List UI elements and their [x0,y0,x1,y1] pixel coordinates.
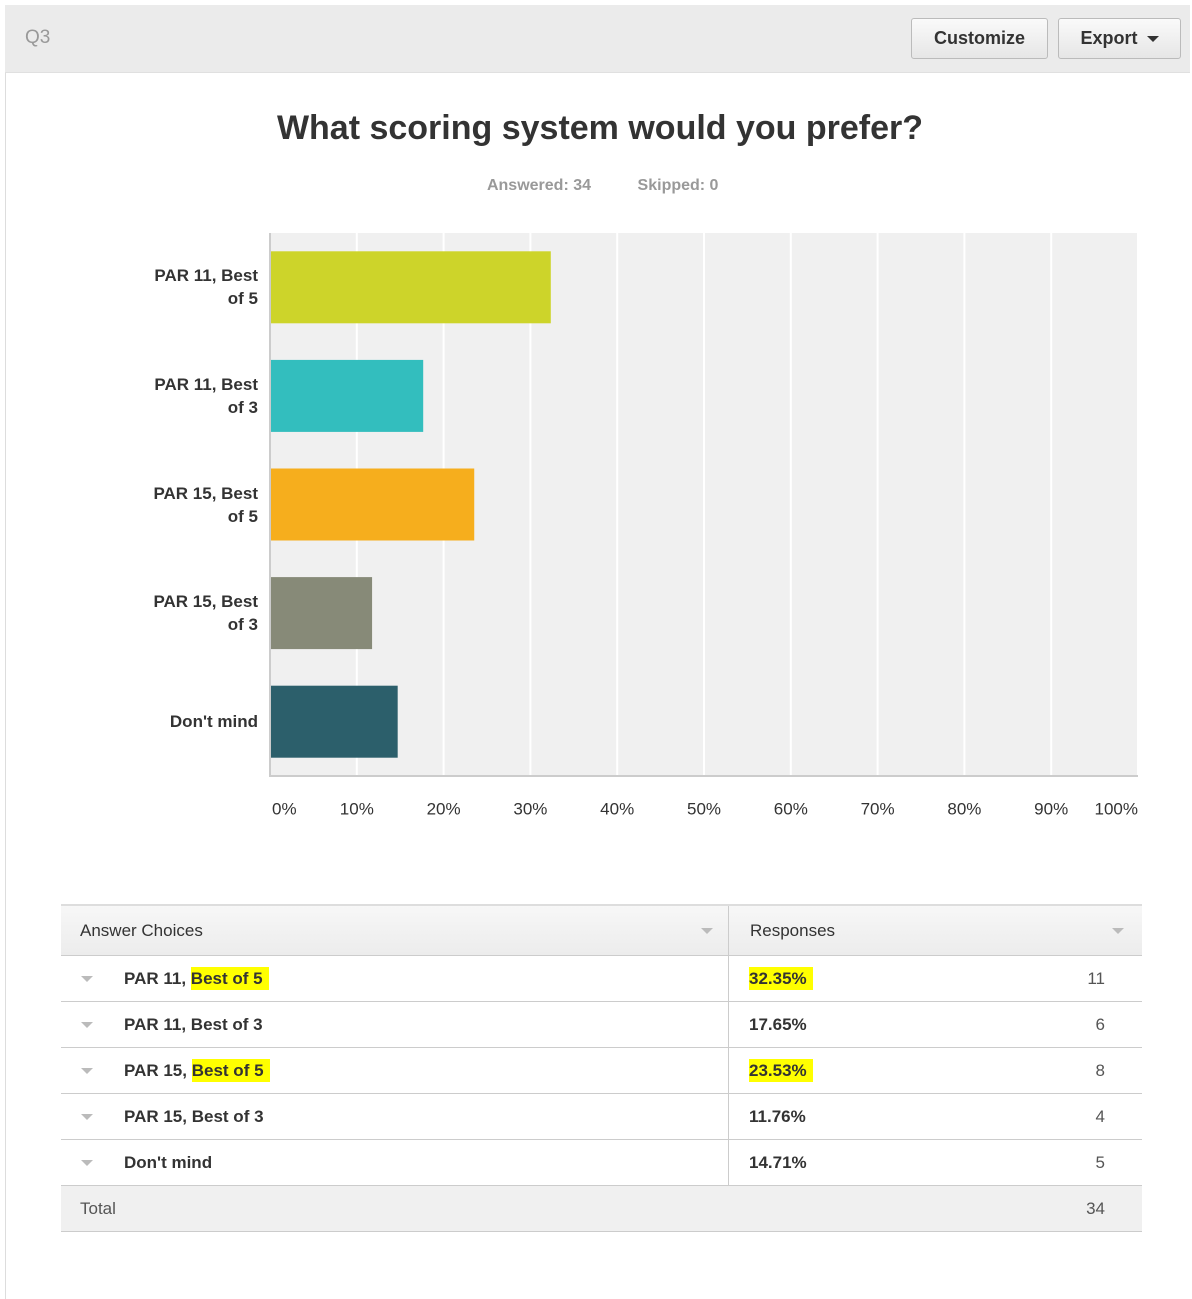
category-label: Don't mind [169,712,258,732]
response-count: 5 [1095,1153,1105,1172]
question-header: Q3 Customize Export [5,5,1190,73]
response-percent: 14.71% [749,1152,807,1172]
choice-prefix: PAR 15, [124,1060,187,1080]
table-body: PAR 11, Best of 5 32.35% 11 PAR 11, Best of… [61,955,1142,1232]
x-tick-label: 60% [774,799,808,818]
choice-suffix: Best of 5 [191,1058,270,1082]
choice-cell: PAR 15, Best of 5 [61,1047,729,1094]
response-percent: 23.53% [749,1058,813,1082]
category-label: PAR 11, Best of 5 [154,266,258,309]
choice-suffix: Best of 3 [190,1014,263,1034]
category-label-box: PAR 11, Best of 3 [128,366,258,426]
header-cell: Responses [728,904,1142,956]
choice-cell: PAR 15, Best of 3 [61,1093,729,1140]
row-caret[interactable] [81,976,93,983]
total-label: Total [80,1198,116,1218]
header-label: Responses [750,920,836,940]
header-cell: Answer Choices [61,904,729,956]
category-label-box: PAR 11, Best of 5 [128,257,258,317]
response-cell: 17.65% 6 [728,1001,1142,1048]
bar [270,577,373,650]
total-label-cell: Total [61,1185,729,1232]
category-label-box: Don't mind [128,692,258,752]
choice-prefix: PAR 11, [124,968,187,988]
row-caret[interactable] [81,1068,93,1075]
total-count-cell: 34 [728,1185,1142,1232]
category-label: PAR 11, Best of 3 [154,374,258,417]
category-label-box: PAR 15, Best of 3 [128,583,258,643]
table-row: PAR 11, Best of 3 17.65% 6 [61,1001,1142,1048]
dropdown-caret [1146,36,1159,43]
export-button[interactable]: Export [1058,18,1181,59]
bar [270,468,475,541]
response-cell: 32.35% 11 [728,955,1142,1002]
x-tick-label: 90% [1034,799,1068,818]
total-row: Total 34 [61,1185,1142,1232]
table-row: PAR 15, Best of 5 23.53% 8 [61,1047,1142,1094]
response-percent: 11.76% [749,1106,806,1126]
customize-button[interactable]: Customize [911,18,1048,59]
panel [5,73,1191,1299]
choice-cell: Don't mind [61,1139,729,1186]
x-tick-label: 70% [861,799,895,818]
response-cell: 11.76% 4 [728,1093,1142,1140]
choice-cell: PAR 11, Best of 3 [61,1001,729,1048]
bar [270,251,551,324]
grid [355,233,1139,776]
choice-prefix: Don't mind [124,1152,213,1172]
row-caret[interactable] [81,1160,93,1167]
sort-caret[interactable] [701,928,713,934]
x-tick-label: 80% [947,799,981,818]
chart-title: What scoring system would you prefer? [277,109,923,147]
bar [270,685,398,758]
bars [270,251,551,758]
x-tick-label: 40% [600,799,634,818]
question-number: Q3 [25,27,51,48]
response-count: 8 [1095,1061,1105,1080]
table-row: Don't mind 14.71% 5 [61,1139,1142,1186]
response-count: 4 [1095,1107,1105,1126]
header-label: Answer Choices [80,920,203,940]
x-tick-label: 0% [272,799,297,818]
skipped: Skipped: 0 [638,177,719,194]
sort-caret[interactable] [1112,928,1124,934]
category-label-box: PAR 15, Best of 5 [128,475,258,535]
results-table: Answer Choices Responses PAR 11, Best of… [61,904,1142,1232]
table-row: PAR 15, Best of 3 11.76% 4 [61,1093,1142,1140]
total-count: 34 [1086,1199,1105,1218]
choice-cell: PAR 11, Best of 5 [61,955,729,1002]
export-label: Export [1080,28,1138,48]
x-tick-label: 100% [1095,799,1138,818]
choice-prefix: PAR 11, [124,1014,187,1034]
choice-suffix: Best of 3 [191,1106,264,1126]
x-tick-label: 30% [513,799,547,818]
response-percent: 17.65% [749,1014,807,1034]
answered: Answered: 34 [487,177,591,194]
response-percent: 32.35% [749,966,813,990]
choice-suffix: Best of 5 [190,966,269,990]
response-count: 11 [1087,969,1105,988]
category-label: PAR 15, Best of 3 [153,592,258,635]
x-tick-label: 20% [427,799,461,818]
response-cell: 14.71% 5 [728,1139,1142,1186]
choice-prefix: PAR 15, [124,1106,187,1126]
bar [270,359,424,432]
category-label: PAR 15, Best of 5 [153,483,258,526]
response-count: 6 [1095,1015,1105,1034]
x-tick-label: 50% [687,799,721,818]
row-caret[interactable] [81,1022,93,1029]
x-tick-label: 10% [340,799,374,818]
row-caret[interactable] [81,1114,93,1121]
table-row: PAR 11, Best of 5 32.35% 11 [61,955,1142,1002]
chart: What scoring system would you prefer? An… [269,109,1139,818]
response-cell: 23.53% 8 [728,1047,1142,1094]
